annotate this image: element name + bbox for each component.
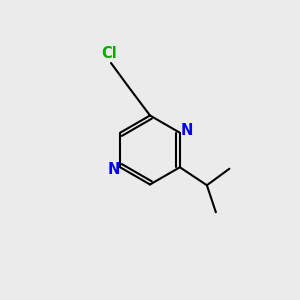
Text: Cl: Cl: [102, 46, 117, 61]
Text: N: N: [107, 162, 120, 177]
Text: N: N: [180, 123, 193, 138]
